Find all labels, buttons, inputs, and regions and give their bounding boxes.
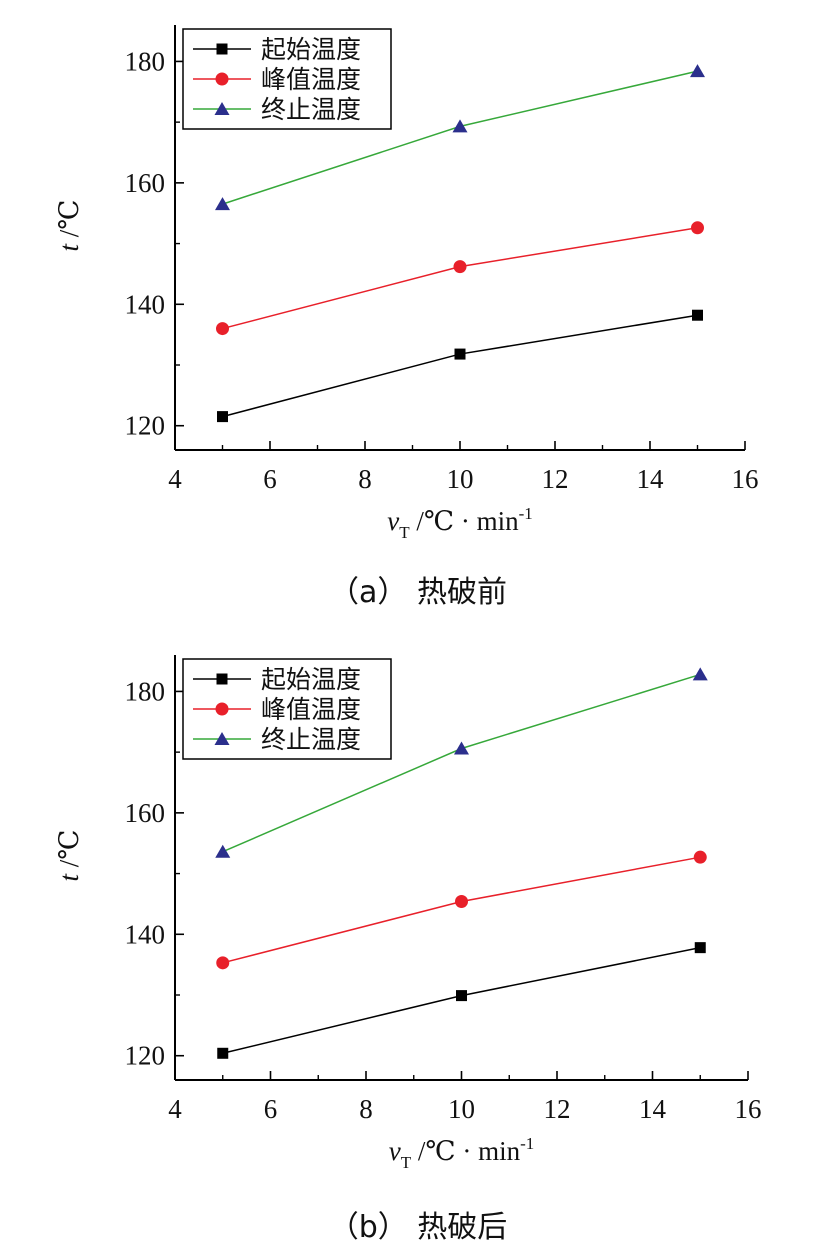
legend-marker (214, 732, 230, 745)
x-tick-label: 12 (542, 464, 569, 494)
x-tick-label: 14 (637, 464, 665, 494)
series-triangle (215, 667, 708, 858)
data-point (691, 221, 704, 235)
legend-label: 起始温度 (261, 665, 361, 694)
x-tick-label: 16 (732, 464, 759, 494)
data-point (454, 741, 469, 755)
y-tick-label: 160 (125, 168, 166, 198)
data-point (456, 990, 467, 1002)
data-point (455, 895, 468, 908)
legend-label: 终止温度 (261, 725, 361, 754)
legend-label: 峰值温度 (261, 695, 361, 724)
legend-label: 峰值温度 (261, 65, 361, 94)
data-point (452, 119, 468, 133)
legend-marker (216, 43, 228, 55)
x-tick-label: 14 (639, 1094, 667, 1124)
x-tick-label: 10 (448, 1094, 475, 1124)
legend-label: 终止温度 (261, 95, 361, 124)
data-point (215, 197, 230, 211)
legend-marker (214, 102, 230, 115)
series-line (222, 314, 698, 418)
y-tick-label: 140 (125, 919, 166, 949)
series-triangle (215, 64, 705, 211)
series-circle (216, 850, 707, 970)
data-point (216, 322, 229, 336)
figure-caption: （b） 热破后 (329, 1210, 508, 1245)
x-tick-label: 8 (359, 1094, 373, 1124)
data-point (693, 850, 707, 864)
x-axis-label: vT /℃ · min-1 (389, 1134, 535, 1172)
x-tick-label: 12 (544, 1094, 571, 1124)
data-point (692, 309, 703, 321)
y-tick-label: 160 (125, 798, 166, 828)
series-square (217, 309, 703, 423)
legend-marker (215, 72, 229, 86)
x-tick-label: 6 (264, 1094, 278, 1124)
data-point (217, 411, 228, 423)
x-axis-label: vT /℃ · min-1 (387, 504, 533, 542)
legend-marker (215, 702, 229, 716)
data-point (215, 844, 231, 858)
x-tick-label: 4 (168, 464, 182, 494)
data-point (454, 348, 466, 360)
x-tick-label: 16 (735, 1094, 762, 1124)
series-square (217, 942, 706, 1059)
data-point (453, 260, 467, 274)
data-point (216, 956, 230, 970)
series-line (222, 856, 701, 964)
x-tick-label: 6 (263, 464, 277, 494)
y-tick-label: 120 (125, 411, 166, 441)
legend-label: 起始温度 (261, 35, 361, 64)
y-tick-label: 120 (125, 1041, 166, 1071)
y-tick-label: 180 (125, 676, 166, 706)
data-point (694, 942, 706, 954)
data-point (692, 667, 708, 681)
y-tick-label: 180 (125, 46, 166, 76)
x-tick-label: 8 (358, 464, 372, 494)
y-axis-label: t /℃ (54, 830, 84, 882)
y-axis-label: t /℃ (54, 200, 84, 252)
data-point (690, 64, 705, 78)
data-point (217, 1047, 229, 1059)
x-tick-label: 10 (447, 464, 474, 494)
figure-caption: （a） 热破前 (329, 575, 507, 610)
legend-marker (216, 673, 228, 685)
series-line (222, 227, 698, 330)
series-circle (216, 221, 704, 336)
y-tick-label: 140 (125, 289, 166, 319)
x-tick-label: 4 (168, 1094, 182, 1124)
